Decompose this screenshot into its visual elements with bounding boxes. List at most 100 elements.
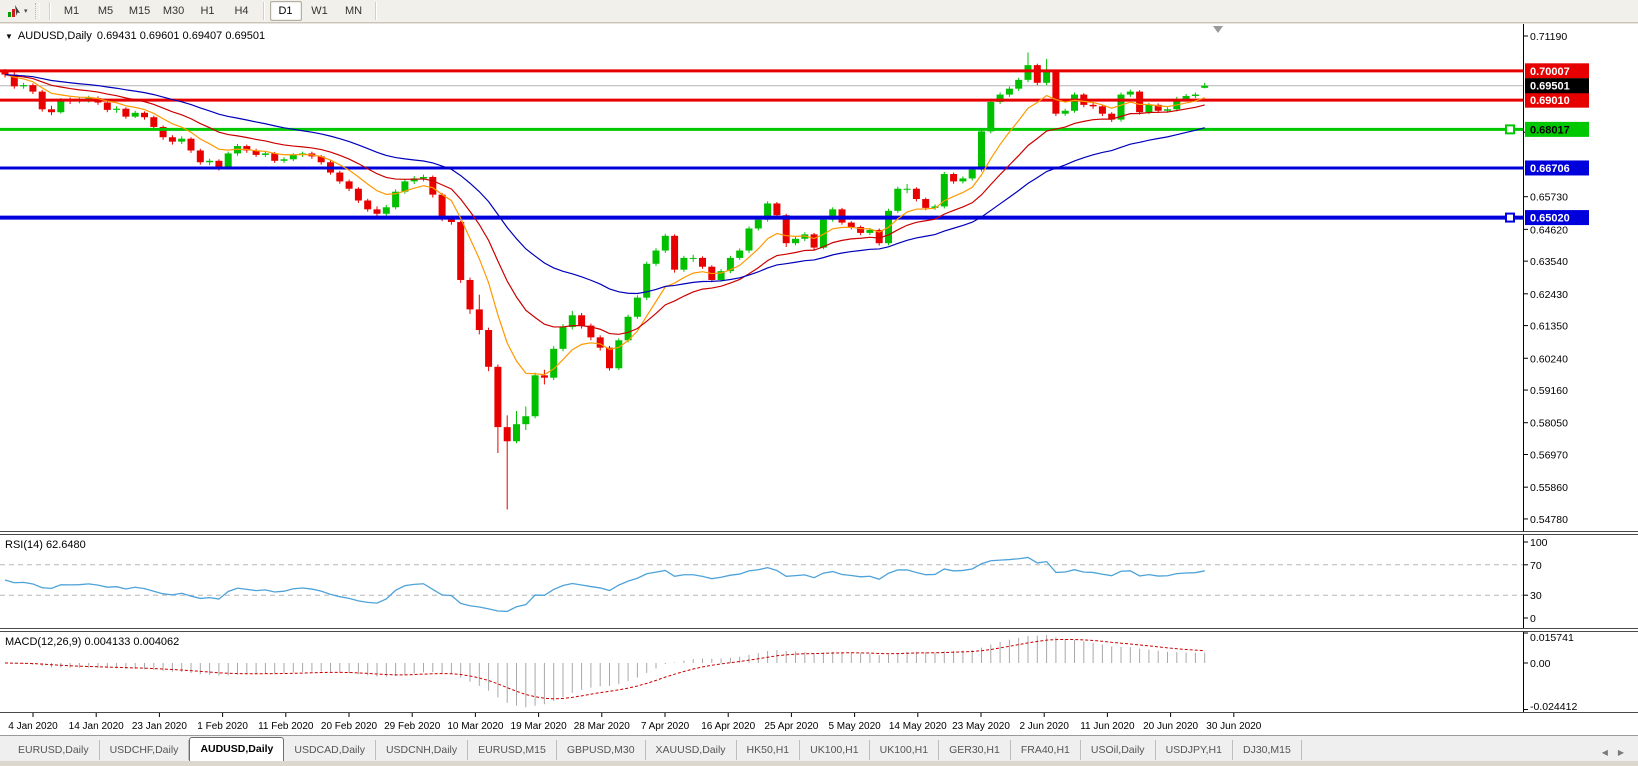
timeframe-button-m30[interactable]: M30 xyxy=(162,5,185,17)
svg-text:0.64620: 0.64620 xyxy=(1530,224,1568,236)
svg-text:0.61350: 0.61350 xyxy=(1530,321,1568,333)
chevron-down-icon[interactable]: ▾ xyxy=(24,8,28,15)
toolbar-separator xyxy=(374,2,377,20)
chart-cursor-icon xyxy=(8,5,20,17)
chart-shift-marker[interactable] xyxy=(1213,26,1223,33)
chart-menu-icon[interactable]: ▼ xyxy=(5,31,13,41)
candlestick-series xyxy=(1,52,1209,510)
chart-tab-uk100-h1[interactable]: UK100,H1 xyxy=(870,740,940,760)
date-tick-label: 14 May 2020 xyxy=(889,721,947,732)
chart-tab-eurusd-m15[interactable]: EURUSD,M15 xyxy=(468,740,557,760)
price-level-badge: 0.70007 xyxy=(1530,66,1570,78)
chart-ohlc-values: 0.69431 0.69601 0.69407 0.69501 xyxy=(96,30,266,42)
date-tick-label: 2 Jun 2020 xyxy=(1019,721,1069,732)
timeframe-button-mn[interactable]: MN xyxy=(344,5,363,17)
panel-splitter[interactable] xyxy=(0,531,1638,535)
chart-tab-usdjpy-h1[interactable]: USDJPY,H1 xyxy=(1156,740,1233,760)
chart-symbol-period: AUDUSD,Daily xyxy=(17,30,92,42)
chart-tab-uk100-h1[interactable]: UK100,H1 xyxy=(800,740,870,760)
toolbar: ▾ M1 M5 M15 M30 H1 H4 D1 W1 MN xyxy=(0,0,1638,23)
ma-slow-line xyxy=(4,73,1205,295)
chart-tab-usoil-daily[interactable]: USOil,Daily xyxy=(1081,740,1156,760)
timeframe-button-m5[interactable]: M5 xyxy=(97,5,114,17)
price-axis[interactable] xyxy=(1524,24,1638,735)
svg-text:-0.024412: -0.024412 xyxy=(1530,701,1577,712)
chart-tab-hk50-h1[interactable]: HK50,H1 xyxy=(737,740,801,760)
svg-text:100: 100 xyxy=(1530,537,1548,549)
line-drag-handle[interactable] xyxy=(1505,212,1515,223)
timeframe-button-m1[interactable]: M1 xyxy=(63,5,80,17)
window-bottom-strip xyxy=(0,761,1638,766)
toolbar-grip xyxy=(34,3,40,19)
svg-text:0.65730: 0.65730 xyxy=(1530,192,1568,204)
timeframe-button-d1[interactable]: D1 xyxy=(269,1,302,21)
date-tick-label: 5 May 2020 xyxy=(828,721,881,732)
timeframe-buttons: M1 M5 M15 M30 H1 H4 D1 W1 MN xyxy=(55,1,381,21)
date-tick-label: 10 Mar 2020 xyxy=(447,721,504,732)
panel-splitter[interactable] xyxy=(0,628,1638,632)
main-chart-panel[interactable]: 0.711900.679200.657300.646200.635400.624… xyxy=(0,24,1638,531)
date-tick-label: 28 Mar 2020 xyxy=(574,721,631,732)
chart-tab-dj30-m15[interactable]: DJ30,M15 xyxy=(1233,740,1302,760)
price-level-badge: 0.69010 xyxy=(1530,95,1570,107)
timeframe-button-h1[interactable]: H1 xyxy=(200,5,215,17)
date-tick-label: 16 Apr 2020 xyxy=(701,721,755,732)
chart-tabs-bar: EURUSD,Daily USDCHF,Daily AUDUSD,Daily USDC… xyxy=(0,735,1638,761)
svg-text:0.015741: 0.015741 xyxy=(1530,632,1574,644)
svg-text:0.63540: 0.63540 xyxy=(1530,256,1568,268)
chart-tab-ger30-h1[interactable]: GER30,H1 xyxy=(939,740,1011,760)
timeframe-button-h4[interactable]: H4 xyxy=(234,5,249,17)
svg-text:0.62430: 0.62430 xyxy=(1530,289,1568,301)
date-tick-label: 25 Apr 2020 xyxy=(764,721,818,732)
chart-tab-audusd-daily[interactable]: AUDUSD,Daily xyxy=(189,737,285,761)
chart-title: ▼ AUDUSD,Daily 0.69431 0.69601 0.69407 0… xyxy=(5,30,265,42)
cursor-tool-button[interactable]: ▾ xyxy=(4,1,30,21)
date-tick-label: 11 Jun 2020 xyxy=(1080,721,1135,732)
svg-text:70: 70 xyxy=(1530,560,1542,572)
date-tick-label: 4 Jan 2020 xyxy=(8,721,58,732)
macd-indicator-label: MACD(12,26,9) 0.004133 0.004062 xyxy=(5,636,180,648)
svg-text:0.55860: 0.55860 xyxy=(1530,482,1568,494)
price-level-badge: 0.66706 xyxy=(1530,163,1570,175)
rsi-line xyxy=(4,556,1205,613)
date-tick-label: 14 Jan 2020 xyxy=(69,721,124,732)
chart-tab-usdchf-daily[interactable]: USDCHF,Daily xyxy=(100,740,190,760)
line-drag-handle[interactable] xyxy=(1505,124,1515,135)
chart-tab-xauusd-daily[interactable]: XAUUSD,Daily xyxy=(646,740,737,760)
current-price-badge: 0.69501 xyxy=(1530,81,1570,93)
price-level-badge: 0.65020 xyxy=(1530,213,1570,225)
date-tick-label: 11 Feb 2020 xyxy=(258,721,314,732)
date-tick-label: 20 Feb 2020 xyxy=(321,721,378,732)
svg-text:0.71190: 0.71190 xyxy=(1530,31,1567,43)
macd-histogram xyxy=(13,635,1206,708)
tab-scroll-arrows: ◀ ▶ xyxy=(1602,748,1638,761)
ma-fast-line xyxy=(4,73,1205,376)
date-tick-label: 7 Apr 2020 xyxy=(641,721,690,732)
chart-tab-gbpusd-m30[interactable]: GBPUSD,M30 xyxy=(557,740,646,760)
svg-text:0.00: 0.00 xyxy=(1530,658,1551,670)
date-tick-label: 23 May 2020 xyxy=(952,721,1010,732)
tab-scroll-left-icon[interactable]: ◀ xyxy=(1601,748,1608,757)
chart-tab-eurusd-daily[interactable]: EURUSD,Daily xyxy=(8,740,100,760)
chart-tab-fra40-h1[interactable]: FRA40,H1 xyxy=(1011,740,1081,760)
svg-text:0.54780: 0.54780 xyxy=(1530,514,1568,526)
macd-panel[interactable]: 0.015741 0.00 -0.024412 xyxy=(0,632,1638,712)
time-axis[interactable]: 4 Jan 2020 14 Jan 2020 23 Jan 2020 1 Feb 20… xyxy=(0,712,1638,735)
chart-tab-usdcad-daily[interactable]: USDCAD,Daily xyxy=(284,740,376,760)
chart-tab-usdcnh-daily[interactable]: USDCNH,Daily xyxy=(376,740,469,760)
tab-scroll-right-icon[interactable]: ▶ xyxy=(1617,748,1624,757)
rsi-panel[interactable]: 100 70 30 0 xyxy=(0,535,1638,628)
timeframe-button-w1[interactable]: W1 xyxy=(311,5,328,17)
svg-text:30: 30 xyxy=(1530,590,1542,602)
svg-text:0.58050: 0.58050 xyxy=(1530,418,1568,430)
date-tick-label: 19 Mar 2020 xyxy=(511,721,568,732)
toolbar-separator xyxy=(48,2,51,20)
date-tick-label: 20 Jun 2020 xyxy=(1143,721,1198,732)
svg-text:0.59160: 0.59160 xyxy=(1530,385,1568,397)
toolbar-separator xyxy=(262,2,265,20)
svg-text:0.60240: 0.60240 xyxy=(1530,353,1568,365)
rsi-indicator-label: RSI(14) 62.6480 xyxy=(5,539,86,551)
timeframe-button-m15[interactable]: M15 xyxy=(128,5,151,17)
svg-text:0: 0 xyxy=(1530,613,1536,625)
ma-mid-line xyxy=(4,73,1205,335)
